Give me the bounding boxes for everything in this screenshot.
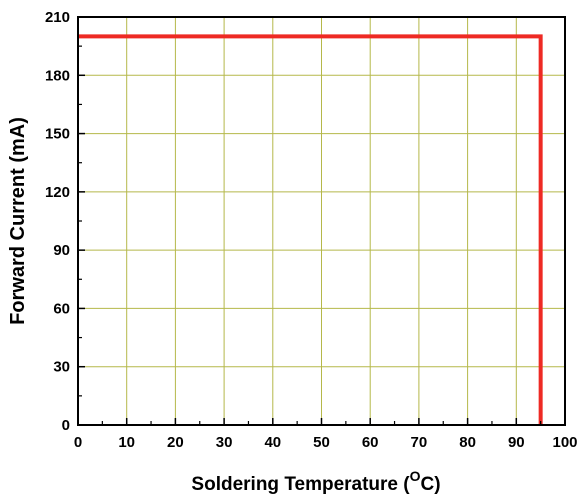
y-tick-labels: 0 30 60 90 120 150 180 210: [45, 9, 70, 434]
x-tick-label: 70: [411, 434, 428, 451]
y-axis-title: Forward Current (mA): [7, 117, 29, 325]
y-tick-label: 150: [45, 126, 70, 143]
axis-ticks: [77, 16, 566, 426]
grid-lines: [78, 17, 565, 425]
x-tick-label: 100: [552, 434, 577, 451]
x-tick-labels: 0 10 20 30 40 50 60 70 80 90 100: [74, 434, 578, 451]
derating-curve: [78, 34, 543, 425]
y-tick-label: 60: [53, 300, 70, 317]
x-axis-title-superscript: O: [410, 468, 421, 484]
x-tick-label: 10: [118, 434, 135, 451]
y-tick-label: 90: [53, 242, 70, 259]
series-layer: [78, 34, 543, 425]
x-axis-title-main: Soldering Temperature (: [191, 474, 410, 495]
x-tick-label: 60: [362, 434, 379, 451]
y-tick-label: 30: [53, 359, 70, 376]
x-tick-label: 90: [508, 434, 525, 451]
x-axis-title-unit: C): [421, 474, 441, 495]
x-tick-label: 40: [264, 434, 281, 451]
y-tick-label: 0: [62, 417, 70, 434]
x-tick-label: 0: [74, 434, 82, 451]
y-tick-label: 180: [45, 67, 70, 84]
x-tick-label: 80: [459, 434, 476, 451]
x-tick-label: 20: [167, 434, 184, 451]
y-tick-label: 210: [45, 9, 70, 26]
x-tick-label: 50: [313, 434, 330, 451]
x-tick-label: 30: [216, 434, 233, 451]
x-axis-title: Soldering Temperature (OC): [191, 468, 440, 495]
y-tick-label: 120: [45, 184, 70, 201]
